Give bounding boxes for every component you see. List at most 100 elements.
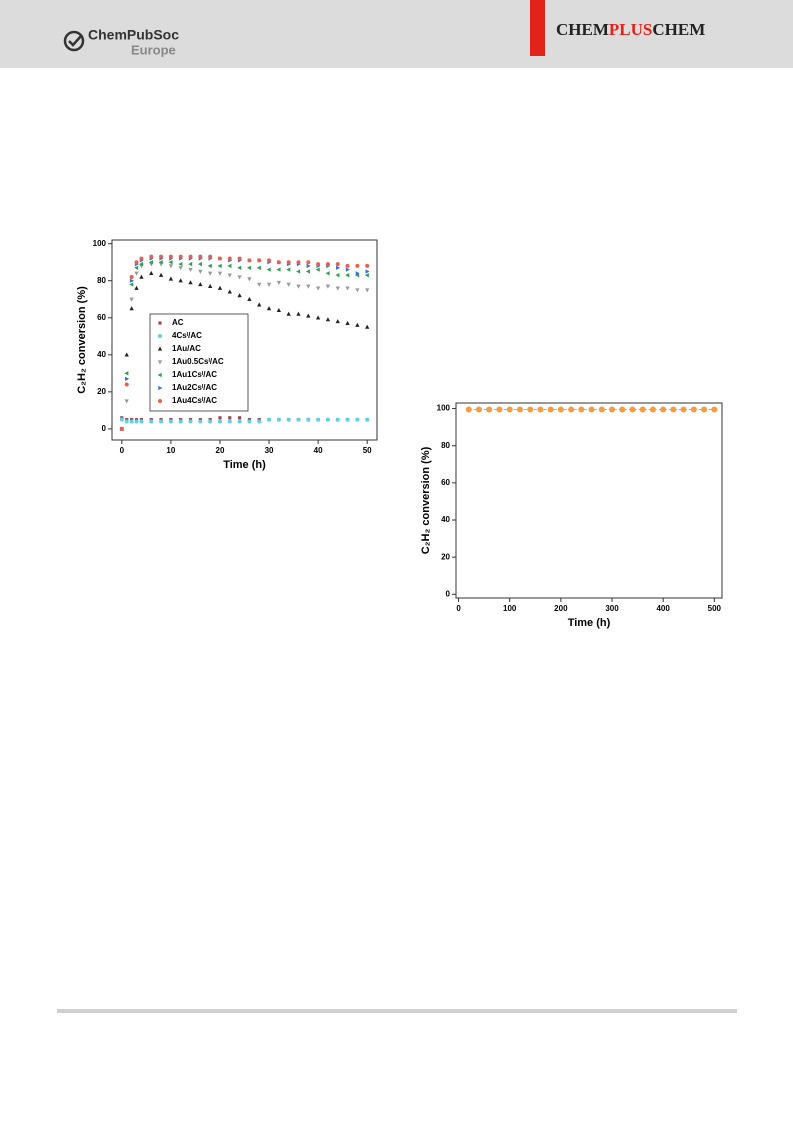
data-point — [217, 285, 223, 290]
data-point — [237, 419, 242, 424]
data-point — [188, 254, 193, 259]
data-point — [148, 260, 153, 265]
data-point — [306, 284, 311, 289]
data-point — [276, 280, 282, 285]
x-tick-label: 40 — [314, 446, 323, 455]
data-point — [325, 417, 330, 422]
data-point — [315, 267, 320, 272]
data-point — [286, 260, 291, 265]
data-point — [516, 406, 523, 413]
data-point — [649, 406, 656, 413]
data-point — [365, 324, 370, 329]
data-point — [355, 263, 360, 268]
data-point — [335, 273, 340, 278]
data-point — [129, 419, 134, 424]
data-point — [207, 283, 213, 288]
data-point — [296, 260, 301, 265]
data-point — [701, 406, 708, 413]
x-axis-label: Time (h) — [568, 617, 611, 629]
legend-label: 1Au/AC — [172, 344, 201, 353]
y-tick-label: 100 — [437, 404, 451, 413]
data-point — [257, 419, 262, 424]
data-point — [158, 260, 163, 265]
data-point — [129, 297, 134, 302]
journal-bar — [530, 0, 545, 56]
data-point — [336, 265, 341, 270]
data-point — [325, 262, 330, 267]
legend-marker — [157, 346, 163, 351]
data-point — [149, 419, 154, 424]
data-point — [316, 417, 321, 422]
data-point — [119, 417, 124, 422]
x-tick-label: 50 — [363, 446, 372, 455]
data-point — [670, 406, 677, 413]
data-point — [345, 273, 350, 278]
data-point — [355, 417, 360, 422]
data-point — [178, 261, 183, 267]
legend-frame — [149, 313, 249, 412]
data-point — [178, 266, 183, 271]
data-point — [134, 260, 139, 265]
data-point — [168, 260, 173, 265]
data-point — [178, 254, 183, 259]
data-point — [134, 265, 139, 270]
legend-marker — [157, 360, 163, 365]
footer-rule — [57, 1009, 737, 1013]
data-point — [364, 273, 369, 278]
data-point — [159, 254, 164, 259]
data-point — [197, 261, 203, 267]
data-point — [247, 296, 252, 301]
data-point — [149, 270, 154, 276]
data-point — [306, 313, 311, 318]
data-point — [315, 286, 321, 291]
data-point — [365, 417, 370, 422]
x-tick-label: 0 — [456, 604, 461, 613]
data-point — [124, 371, 129, 376]
data-point — [355, 271, 360, 276]
data-point — [134, 419, 139, 424]
data-point — [325, 284, 331, 289]
data-point — [237, 416, 242, 420]
data-point — [208, 419, 213, 424]
data-point — [237, 293, 242, 298]
data-point — [198, 254, 203, 259]
data-point — [149, 254, 154, 259]
data-point — [217, 256, 222, 261]
y-axis-label: C₂H₂ conversion (%) — [76, 286, 88, 394]
data-point — [527, 406, 534, 413]
data-point — [588, 406, 595, 413]
data-point — [178, 278, 183, 283]
journal-part: PLUS — [609, 20, 652, 39]
data-point — [306, 263, 311, 269]
data-point — [257, 302, 262, 307]
data-point — [139, 256, 144, 261]
data-point — [124, 382, 129, 387]
data-point — [124, 399, 129, 404]
data-point — [365, 288, 370, 293]
x-tick-label: 30 — [265, 446, 274, 455]
data-point — [124, 419, 129, 424]
data-point — [537, 406, 544, 413]
data-point — [237, 275, 242, 280]
journal-part: CHEM — [556, 20, 609, 39]
data-point — [266, 282, 272, 287]
data-point — [198, 419, 203, 424]
data-point — [119, 426, 124, 431]
data-point — [227, 256, 232, 261]
y-tick-label: 80 — [97, 276, 106, 285]
data-point — [296, 284, 301, 289]
data-point — [325, 317, 331, 322]
plot-frame — [111, 239, 378, 441]
data-point — [217, 271, 223, 276]
data-point — [227, 263, 232, 269]
data-point — [129, 275, 134, 280]
y-tick-label: 20 — [97, 387, 106, 396]
data-point — [315, 315, 321, 320]
data-point — [711, 406, 718, 413]
y-tick-label: 0 — [102, 424, 107, 433]
legend-marker — [158, 334, 162, 338]
data-point — [237, 265, 242, 270]
data-point — [129, 282, 134, 287]
